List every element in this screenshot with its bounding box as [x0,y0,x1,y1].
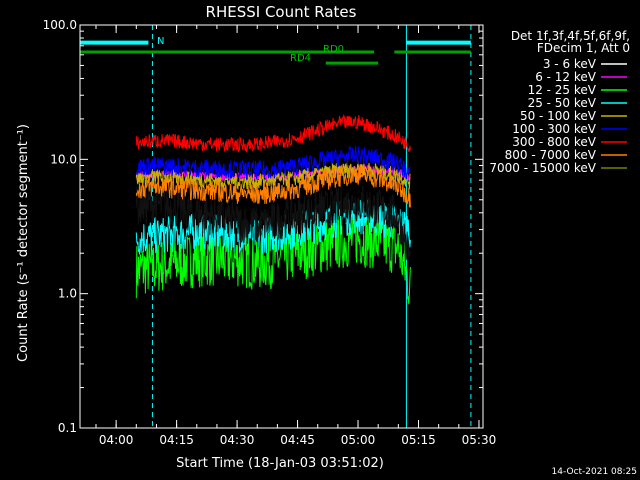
chart-title: RHESSI Count Rates [206,3,357,21]
x-tick-label: 05:30 [462,433,497,447]
y-tick-label: 100.0 [43,18,77,32]
x-tick-label: 04:45 [280,433,315,447]
legend-label: 6 - 12 keV [535,70,597,84]
legend-label: 300 - 800 keV [512,135,596,149]
series-line [135,144,411,181]
series-line [135,185,411,261]
data-series [135,113,411,305]
x-axis-label: Start Time (18-Jan-03 03:51:02) [176,456,384,471]
annotation-N: N [157,36,164,47]
annotation-RD4: RD4 [290,53,311,64]
x-tick-label: 04:00 [99,433,134,447]
y-tick-label: 10.0 [50,152,77,166]
y-tick-label: 1.0 [58,287,77,301]
legend-label: 12 - 25 keV [528,83,597,97]
series-line [135,113,411,153]
legend-header-line2: FDecim 1, Att 0 [537,41,630,55]
x-axis: 04:00 04:15 04:30 04:45 05:00 05:15 05:30 [95,25,497,447]
legend-label: 800 - 7000 keV [505,148,597,162]
legend-label: 50 - 100 keV [520,109,597,123]
legend-label: 100 - 300 keV [512,122,596,136]
footer-timestamp: 14-Oct-2021 08:25 [552,467,637,477]
annotation-RD0: RD0 [323,44,344,55]
x-tick-label: 04:30 [220,433,255,447]
legend-label: 25 - 50 keV [528,96,597,110]
x-tick-label: 04:15 [159,433,194,447]
series-line [135,164,411,208]
legend-header-line1: Det 1f,3f,4f,5f,6f,9f, [511,29,630,43]
series-line [135,199,411,255]
x-tick-label: 05:00 [341,433,376,447]
x-tick-label: 05:15 [401,433,436,447]
legend-label: 7000 - 15000 keV [489,161,596,175]
series-line [135,212,411,305]
y-tick-label: 0.1 [58,421,77,435]
y-axis-label: Count Rate (s⁻¹ detector segment⁻¹) [16,124,31,362]
legend-label: 3 - 6 keV [543,57,597,71]
plot-frame [79,24,484,429]
